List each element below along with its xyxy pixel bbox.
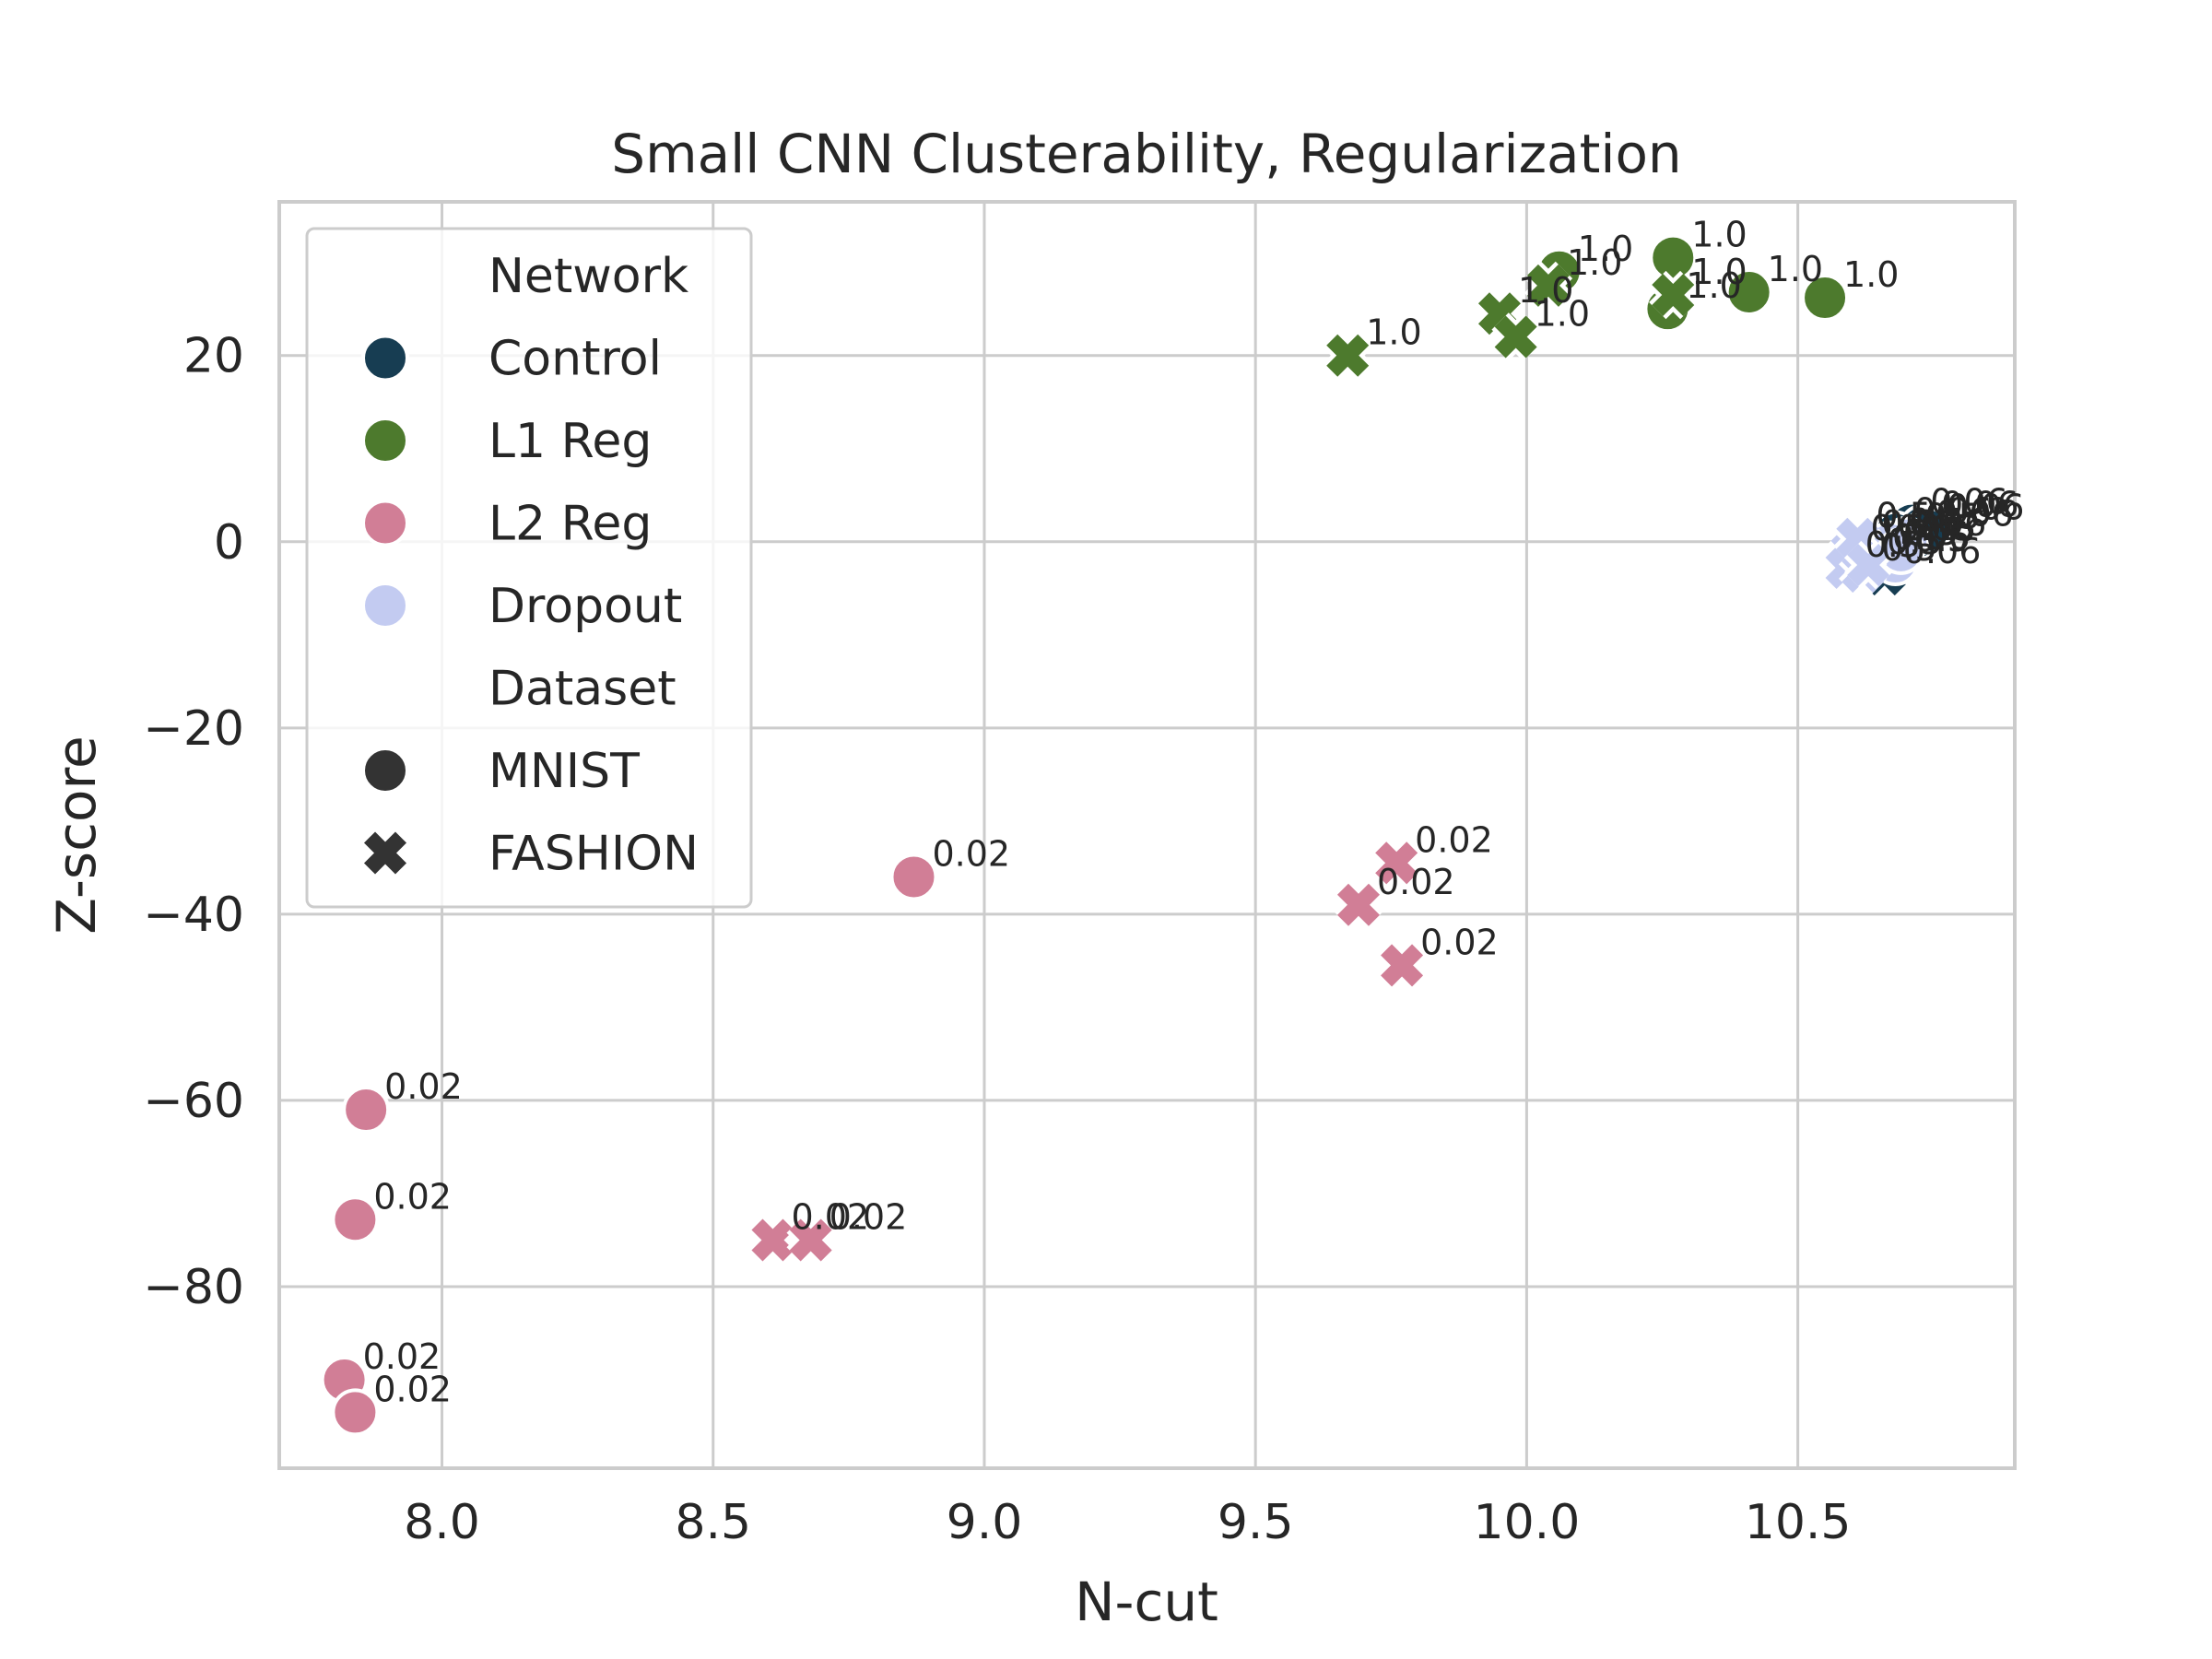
x-axis-label: N-cut [1075,1571,1218,1633]
control-point-label: 0.06 [1881,503,1959,544]
l1-reg-point-label: 1.0 [1578,229,1633,269]
l2-reg-point-label: 0.02 [373,1176,452,1217]
x-tick-label: 8.5 [675,1495,751,1550]
l2-reg-mnist-point [342,1086,391,1135]
y-axis-label: Z-score [45,735,108,935]
l1-reg-fashion-point [1524,261,1573,311]
l1-reg-point-label: 1.0 [1686,265,1741,306]
y-tick-label: −40 [143,888,244,943]
legend-fashion-label: FASHION [488,827,699,882]
l1-reg-point-label: 1.0 [1843,254,1899,295]
l2-reg-fashion-point [786,1216,835,1265]
l2-reg-point-label: 0.02 [373,1369,452,1409]
legend-l2-reg-label: L2 Reg [488,497,652,552]
y-tick-label: −60 [143,1074,244,1129]
l2-reg-point-label: 0.02 [1420,922,1499,962]
y-tick-label: 20 [183,329,244,384]
l1-reg-fashion-point [1491,312,1540,361]
l2-reg-point-label: 0.02 [363,1336,441,1377]
l2-reg-mnist-point [889,853,938,901]
l2-reg-fashion-point [748,1216,797,1265]
point-labels: 1.0 1.01.0 1.0 1.01.01.01.01.0 1.00.020.020.… [363,215,2025,1410]
l2-reg-mnist-point [331,1388,380,1437]
l1-reg-point-label: 1.0 [1691,252,1747,292]
control-point-label: 0.06 [1936,494,2014,535]
x-tick-label: 10.5 [1745,1495,1852,1550]
dropout-point-label: 0.5 [1881,528,1936,569]
l1-reg-point-label: 1.0 [1567,242,1622,283]
tick-labels: 8.0 8.5 9.0 9.5 10.0 10.5 20 0 −20 −40 −60 −80 [143,329,1851,1550]
dropout-point-label: 0.5 [1919,508,1974,548]
control-point-label: 0.06 [1898,508,1976,548]
y-tick-label: 0 [214,515,244,571]
l2-reg-point-label: 0.02 [384,1066,463,1107]
control-point-label: 0.06 [1941,485,2019,525]
l2-reg-point-label: 0.02 [1377,862,1455,902]
l2-reg-fashion-point [1371,839,1421,888]
plot-frame [277,200,2017,1470]
l2-reg-point-label: 0.02 [932,833,1010,874]
chart-title: Small CNN Clusterability, Regularization [611,123,1681,185]
l2-reg-fashion-point [1334,880,1383,929]
l2-reg-point-label: 0.02 [830,1196,908,1237]
dropout-point-label: 0.5 [1903,512,1959,553]
dropout-point-label: 0.5 [1914,519,1970,559]
control-point-label: 0.06 [1909,503,1987,544]
l2-reg-point-label: 0.02 [791,1196,869,1237]
l1-reg-point-label: 1.0 [1518,270,1573,311]
legend-l1-reg-label: L1 Reg [488,414,652,469]
x-tick-label: 9.0 [947,1495,1023,1550]
legend-l1-reg-marker [361,417,409,465]
legend-control-label: Control [488,332,662,387]
x-tick-label: 8.0 [404,1495,480,1550]
dropout-point-label: 0.5 [1909,501,1964,542]
dropout-point-label: 0.5 [1870,508,1925,548]
x-tick-label: 9.5 [1218,1495,1294,1550]
l1-reg-point-label: 1.0 [1535,293,1590,334]
l1-reg-point-label: 1.0 [1366,312,1421,353]
l1-reg-mnist-point [1801,274,1850,323]
legend-mnist-marker [361,747,409,794]
control-point-label: 0.06 [1892,517,1971,558]
dropout-point-label: 0.5 [1887,522,1942,562]
control-point-label: 0.06 [1903,531,1982,571]
dropout-point-label: 0.5 [1876,496,1931,536]
legend-dropout-label: Dropout [488,579,682,634]
dropout-fashion-point [1843,540,1893,590]
legend-fashion-marker [360,829,410,877]
data-points [320,233,1952,1437]
dropout-point-label: 0.5 [1924,497,1980,537]
y-tick-label: −80 [143,1260,244,1315]
legend-l2-reg-marker [361,499,409,547]
y-tick-label: −20 [143,701,244,757]
l2-reg-point-label: 0.02 [1415,819,1493,860]
control-point-label: 0.06 [1930,482,2008,523]
legend-mnist-label: MNIST [488,744,640,799]
legend: Network Control L1 Reg L2 Reg Dropout Dataset… [305,227,753,909]
legend-control-marker [361,334,409,382]
legend-dropout-marker [361,582,409,629]
control-point-label: 0.06 [1914,491,1993,532]
l1-reg-fashion-point [1324,331,1372,380]
l2-reg-mnist-point [331,1195,380,1244]
control-point-label: 0.06 [1947,488,2025,528]
legend-box [305,227,753,909]
l1-reg-fashion-point [1649,270,1698,320]
l1-reg-point-label: 1.0 [1691,215,1747,255]
legend-network-heading: Network [488,249,688,304]
legend-dataset-heading: Dataset [488,662,677,717]
l1-reg-point-label: 1.0 [1768,249,1823,289]
l1-reg-mnist-point [1724,267,1773,316]
dropout-point-label: 0.5 [1865,524,1921,565]
x-tick-label: 10.0 [1474,1495,1581,1550]
l2-reg-fashion-point [1377,941,1427,990]
